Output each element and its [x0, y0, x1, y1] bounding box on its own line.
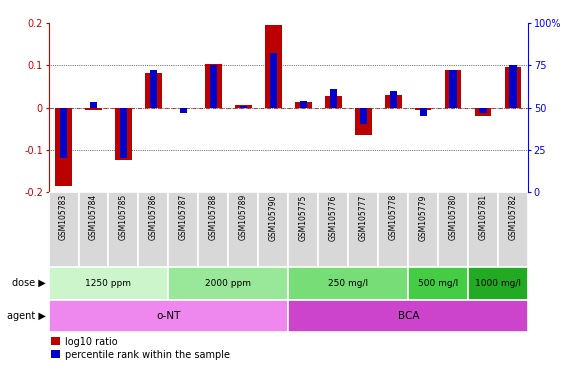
Bar: [505, 66, 521, 108]
Bar: [468, 192, 498, 267]
Bar: [139, 192, 168, 267]
Bar: [168, 192, 199, 267]
Bar: [49, 300, 288, 332]
Legend: log10 ratio, percentile rank within the sample: log10 ratio, percentile rank within the …: [51, 337, 230, 359]
Bar: [85, 108, 102, 110]
Text: GSM105781: GSM105781: [478, 194, 488, 240]
Bar: [145, 73, 162, 108]
Text: GSM105778: GSM105778: [389, 194, 398, 240]
Text: 2000 ppm: 2000 ppm: [206, 279, 251, 288]
Text: 1250 ppm: 1250 ppm: [86, 279, 131, 288]
Bar: [55, 108, 72, 186]
Bar: [180, 108, 187, 113]
Text: GSM105785: GSM105785: [119, 194, 128, 240]
Bar: [150, 70, 157, 108]
Text: dose ▶: dose ▶: [12, 278, 46, 288]
Bar: [288, 192, 319, 267]
Text: GSM105787: GSM105787: [179, 194, 188, 240]
Text: BCA: BCA: [397, 311, 419, 321]
Bar: [348, 192, 379, 267]
Bar: [49, 267, 168, 300]
Text: agent ▶: agent ▶: [7, 311, 46, 321]
Text: 1000 mg/l: 1000 mg/l: [475, 279, 521, 288]
Bar: [288, 300, 528, 332]
Bar: [240, 106, 247, 108]
Bar: [509, 65, 517, 108]
Bar: [259, 192, 288, 267]
Bar: [235, 105, 252, 108]
Bar: [439, 192, 468, 267]
Text: GSM105789: GSM105789: [239, 194, 248, 240]
Bar: [480, 108, 487, 113]
Text: GSM105777: GSM105777: [359, 194, 368, 241]
Bar: [288, 267, 408, 300]
Text: GSM105779: GSM105779: [419, 194, 428, 241]
Bar: [199, 192, 228, 267]
Text: GSM105783: GSM105783: [59, 194, 68, 240]
Bar: [415, 108, 432, 110]
Bar: [498, 192, 528, 267]
Bar: [270, 53, 277, 108]
Bar: [168, 267, 288, 300]
Bar: [360, 108, 367, 124]
Bar: [108, 192, 138, 267]
Bar: [115, 108, 132, 161]
Text: GSM105784: GSM105784: [89, 194, 98, 240]
Bar: [49, 192, 79, 267]
Bar: [120, 108, 127, 158]
Bar: [385, 95, 401, 108]
Bar: [295, 103, 312, 108]
Bar: [468, 267, 528, 300]
Text: o-NT: o-NT: [156, 311, 180, 321]
Bar: [79, 192, 108, 267]
Bar: [445, 70, 461, 108]
Bar: [265, 25, 282, 108]
Text: GSM105786: GSM105786: [149, 194, 158, 240]
Bar: [228, 192, 259, 267]
Bar: [319, 192, 348, 267]
Text: 250 mg/l: 250 mg/l: [328, 279, 368, 288]
Text: GSM105780: GSM105780: [449, 194, 458, 240]
Bar: [210, 65, 217, 108]
Bar: [355, 108, 372, 135]
Bar: [408, 267, 468, 300]
Bar: [379, 192, 408, 267]
Text: GSM105776: GSM105776: [329, 194, 338, 241]
Text: GSM105782: GSM105782: [509, 194, 518, 240]
Text: GSM105788: GSM105788: [209, 194, 218, 240]
Text: 500 mg/l: 500 mg/l: [418, 279, 459, 288]
Bar: [475, 108, 492, 116]
Bar: [329, 89, 337, 108]
Bar: [389, 91, 397, 108]
Bar: [408, 192, 439, 267]
Text: GSM105775: GSM105775: [299, 194, 308, 241]
Bar: [300, 101, 307, 108]
Text: GSM105790: GSM105790: [269, 194, 278, 241]
Bar: [205, 65, 222, 108]
Bar: [325, 96, 341, 108]
Bar: [60, 108, 67, 158]
Bar: [420, 108, 427, 116]
Bar: [90, 103, 97, 108]
Bar: [449, 70, 457, 108]
